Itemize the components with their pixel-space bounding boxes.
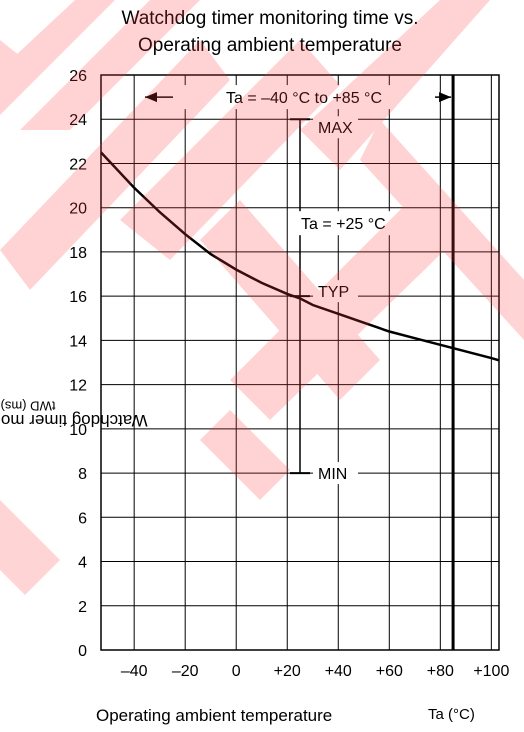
y-tick-label: 26	[69, 68, 87, 85]
x-tick-label: –40	[121, 663, 148, 680]
typ-label: TYP	[318, 284, 349, 301]
x-tick-label: –20	[172, 663, 199, 680]
max-label-bg	[313, 116, 358, 139]
curve-layer	[100, 151, 500, 362]
y-tick-label: 24	[69, 112, 87, 129]
x-axis-unit: Ta (°C)	[428, 706, 475, 723]
x-tick-label: 0	[232, 663, 241, 680]
x-tick-label: +100	[473, 663, 509, 680]
min-label: MIN	[318, 466, 347, 483]
range-label-bg	[171, 85, 437, 110]
y-tick-label: 18	[69, 245, 87, 262]
y-tick-label: 0	[78, 643, 87, 660]
x-tick-label: +20	[274, 663, 301, 680]
tick-labels: –40 –20 0 +20 +40 +60 +80 +10002468101214161820…	[69, 68, 509, 680]
y-tick-label: 2	[78, 599, 87, 616]
y-tick-label: 20	[69, 201, 87, 218]
y-tick-label: 4	[78, 555, 87, 572]
range-label: Ta = –40 °C to +85 °C	[226, 90, 382, 107]
watchdog-chart: –40 –20 0 +20 +40 +60 +80 +10002468101214161820…	[69, 68, 509, 680]
y-tick-label: 14	[69, 333, 87, 350]
x-tick-label: +80	[427, 663, 454, 680]
y-tick-label: 8	[78, 466, 87, 483]
x-tick-label: +60	[376, 663, 403, 680]
chart-title-line-2: Operating ambient temperature	[137, 35, 403, 56]
y-tick-label: 22	[69, 156, 87, 173]
min-label-bg	[313, 462, 358, 485]
y-tick-label: 16	[69, 289, 87, 306]
x-tick-label: +40	[325, 663, 352, 680]
y-tick-label: 12	[69, 378, 87, 395]
y-tick-label: 10	[69, 422, 87, 439]
grid	[100, 74, 500, 651]
point-label-bg	[296, 211, 426, 236]
point-label: Ta = +25 °C	[301, 216, 386, 233]
max-label: MAX	[318, 120, 353, 137]
typ-label-bg	[313, 280, 358, 303]
range-arrow-left-head	[145, 92, 157, 103]
y-tick-label: 6	[78, 510, 87, 527]
range-arrow-right-head	[439, 92, 452, 103]
annotations: Ta = –40 °C to +85 °C MAX TYP MIN Ta = +25 °…	[145, 75, 455, 650]
x-axis-label: Operating ambient temperature	[96, 706, 333, 725]
typ-curve	[100, 151, 500, 362]
chart-title-line-1: Watchdog timer monitoring time vs.	[121, 8, 419, 29]
